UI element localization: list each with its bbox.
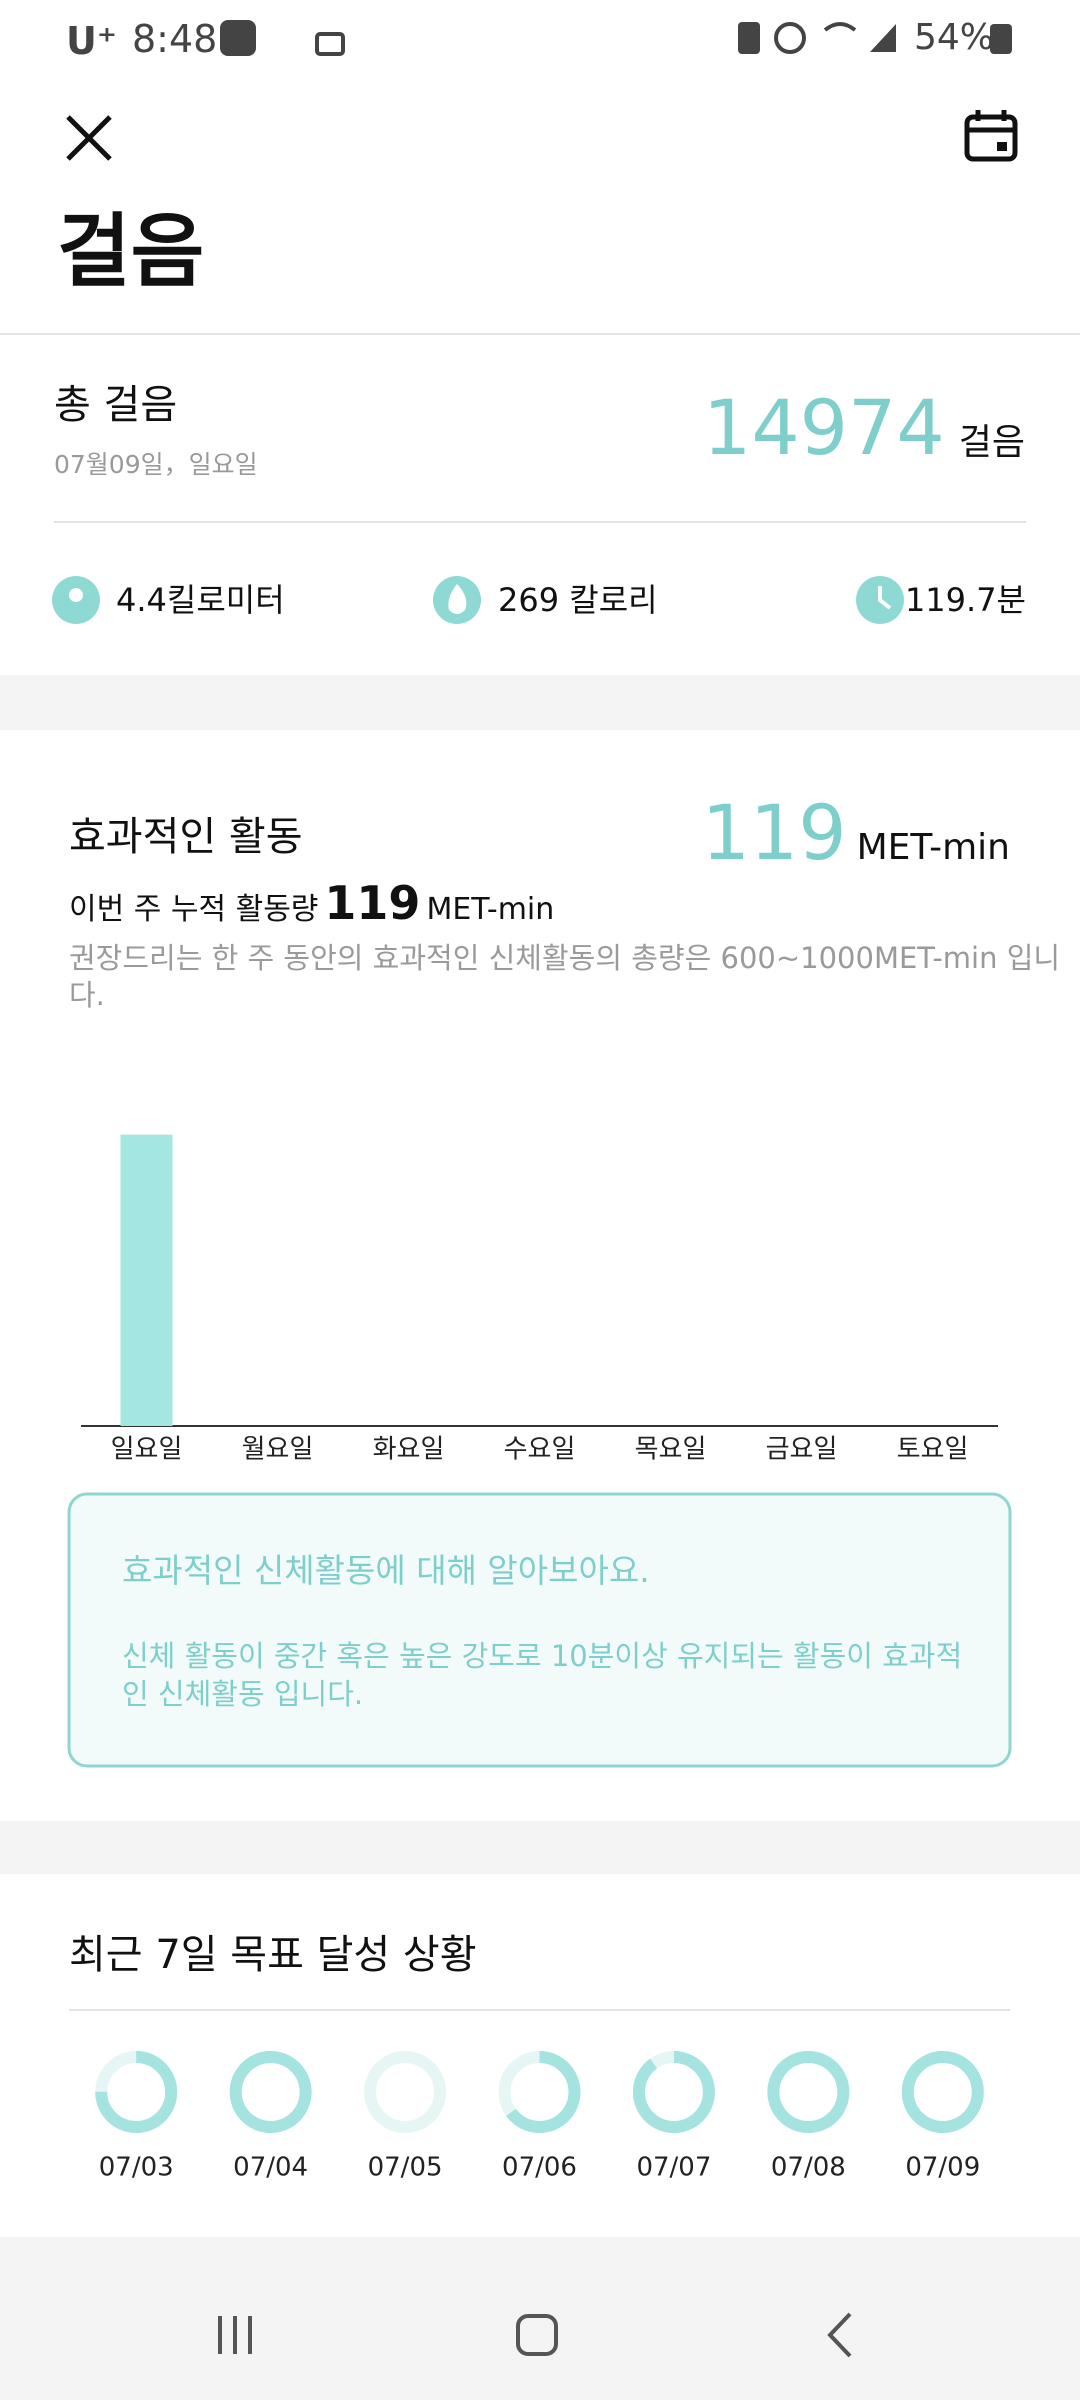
section-label: 효과적인 활동 bbox=[69, 814, 303, 860]
battery-level: 54% bbox=[914, 17, 995, 58]
activity-total: 119 MET-min bbox=[702, 795, 1010, 871]
info-body: 신체 활동이 중간 혹은 높은 강도로 10분이상 유지되는 활동이 효과적인 … bbox=[122, 1639, 963, 1711]
steps-unit: 걸음 bbox=[958, 422, 1025, 463]
ring-progress bbox=[95, 2051, 178, 2133]
x-tick-label: 토요일 bbox=[897, 1435, 969, 1465]
ring-progress bbox=[632, 2051, 715, 2133]
divider bbox=[69, 2009, 1010, 2011]
steps-total: 14974 걸음 bbox=[703, 390, 1025, 466]
ring-progress bbox=[901, 2051, 984, 2133]
x-tick-label: 목요일 bbox=[635, 1435, 707, 1465]
info-title: 효과적인 신체활동에 대해 알아보아요. bbox=[122, 1551, 650, 1590]
divider bbox=[0, 333, 1080, 335]
ring-label: 07/09 bbox=[905, 2153, 980, 2183]
ring-label: 07/07 bbox=[636, 2153, 711, 2183]
status-icon bbox=[738, 22, 760, 54]
calorie-icon bbox=[448, 584, 467, 614]
status-icon bbox=[823, 22, 857, 32]
weekly-label: 이번 주 누적 활동량 bbox=[69, 892, 319, 927]
nav-bar bbox=[0, 2237, 1080, 2400]
duration: 119.7분 bbox=[904, 581, 1026, 619]
status-icon bbox=[870, 24, 896, 52]
distance: 4.4킬로미터 bbox=[116, 581, 285, 619]
x-tick-label: 일요일 bbox=[111, 1435, 183, 1465]
date: 07월09일，일요일 bbox=[54, 450, 258, 479]
ring-label: 07/06 bbox=[502, 2153, 577, 2183]
ring-progress bbox=[767, 2051, 850, 2133]
home-button[interactable] bbox=[516, 2314, 558, 2356]
ring-progress bbox=[229, 2051, 312, 2133]
ring-track bbox=[364, 2051, 447, 2133]
ring-label: 07/05 bbox=[368, 2153, 443, 2183]
status-icon bbox=[220, 20, 256, 56]
status-icon bbox=[315, 32, 345, 56]
info-box bbox=[67, 1492, 1012, 1768]
x-tick-label: 화요일 bbox=[373, 1435, 445, 1465]
x-tick-label: 수요일 bbox=[504, 1435, 576, 1465]
close-button[interactable] bbox=[66, 115, 112, 161]
calendar-button[interactable] bbox=[964, 110, 1018, 162]
weekly-total: 이번 주 누적 활동량 119 MET-min bbox=[69, 880, 554, 926]
section-gap bbox=[0, 675, 1080, 730]
distance-icon bbox=[69, 588, 83, 602]
recommendation: 권장드리는 한 주 동안의 효과적인 신체활동의 총량은 600~1000MET… bbox=[69, 941, 1061, 1012]
recent-apps-button[interactable] bbox=[218, 2316, 252, 2354]
time-icon bbox=[878, 586, 892, 610]
ring-progress bbox=[498, 2051, 581, 2133]
weekly-unit: MET-min bbox=[426, 892, 555, 927]
x-tick-label: 금요일 bbox=[766, 1435, 838, 1465]
divider bbox=[54, 521, 1026, 523]
section-gap bbox=[0, 1821, 1080, 1874]
calories: 269 칼로리 bbox=[498, 581, 658, 619]
bar bbox=[120, 1134, 173, 1426]
ring-label: 07/08 bbox=[771, 2153, 846, 2183]
back-button[interactable] bbox=[827, 2312, 852, 2358]
ring-label: 07/03 bbox=[99, 2153, 174, 2183]
status-icon bbox=[990, 24, 1012, 54]
status-icon bbox=[774, 22, 806, 54]
section-label: 최근 7일 목표 달성 상황 bbox=[69, 1932, 477, 1978]
activity-unit: MET-min bbox=[856, 827, 1010, 868]
steps-value: 14974 bbox=[702, 383, 945, 472]
section-label: 총 걸음 bbox=[54, 382, 178, 428]
page-title: 걸음 bbox=[57, 205, 205, 298]
weekly-value: 119 bbox=[324, 876, 421, 930]
ring-label: 07/04 bbox=[233, 2153, 308, 2183]
clock: 8:48 bbox=[132, 17, 218, 61]
carrier: U⁺ bbox=[66, 19, 117, 63]
activity-value: 119 bbox=[701, 788, 847, 877]
x-tick-label: 월요일 bbox=[242, 1435, 314, 1465]
